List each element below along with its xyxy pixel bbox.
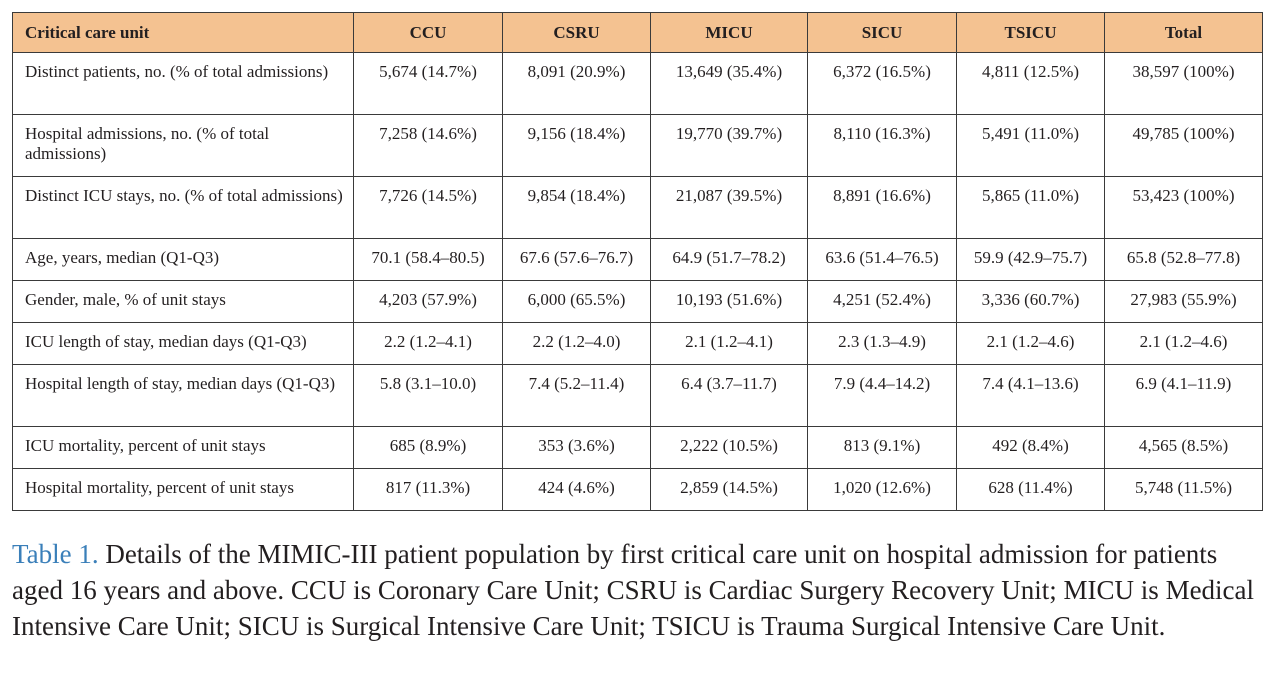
table-caption: Table 1. Details of the MIMIC-III patien… <box>12 536 1268 644</box>
column-header: MICU <box>650 12 808 53</box>
table-row: Age, years, median (Q1-Q3) 70.1 (58.4–80… <box>12 238 1263 281</box>
table-cell: 8,091 (20.9%) <box>502 52 651 115</box>
header-row: Critical care unit CCU CSRU MICU SICU TS… <box>12 12 1263 53</box>
table-cell: 5.8 (3.1–10.0) <box>353 364 503 427</box>
table-cell: 2,222 (10.5%) <box>650 426 808 469</box>
table-cell: 5,674 (14.7%) <box>353 52 503 115</box>
table-cell: 5,865 (11.0%) <box>956 176 1105 239</box>
table-row: Gender, male, % of unit stays 4,203 (57.… <box>12 280 1263 323</box>
row-label: Hospital length of stay, median days (Q1… <box>12 364 354 427</box>
table-cell: 2.1 (1.2–4.6) <box>956 322 1105 365</box>
table-cell: 4,565 (8.5%) <box>1104 426 1263 469</box>
table-row: Hospital mortality, percent of unit stay… <box>12 468 1263 511</box>
table-cell: 38,597 (100%) <box>1104 52 1263 115</box>
table-cell: 2.1 (1.2–4.6) <box>1104 322 1263 365</box>
table-cell: 65.8 (52.8–77.8) <box>1104 238 1263 281</box>
table-cell: 21,087 (39.5%) <box>650 176 808 239</box>
table-row: ICU length of stay, median days (Q1-Q3) … <box>12 322 1263 365</box>
table-cell: 49,785 (100%) <box>1104 114 1263 177</box>
table-row: Distinct patients, no. (% of total admis… <box>12 52 1263 115</box>
table-cell: 5,748 (11.5%) <box>1104 468 1263 511</box>
table-cell: 628 (11.4%) <box>956 468 1105 511</box>
table-cell: 7.4 (4.1–13.6) <box>956 364 1105 427</box>
table-cell: 3,336 (60.7%) <box>956 280 1105 323</box>
table-cell: 492 (8.4%) <box>956 426 1105 469</box>
table-cell: 7,258 (14.6%) <box>353 114 503 177</box>
data-table: Critical care unit CCU CSRU MICU SICU TS… <box>12 12 1263 511</box>
table-cell: 424 (4.6%) <box>502 468 651 511</box>
table-cell: 59.9 (42.9–75.7) <box>956 238 1105 281</box>
table-cell: 2,859 (14.5%) <box>650 468 808 511</box>
row-label: ICU length of stay, median days (Q1-Q3) <box>12 322 354 365</box>
table-cell: 7.4 (5.2–11.4) <box>502 364 651 427</box>
table-row: Hospital admissions, no. (% of total adm… <box>12 114 1263 177</box>
column-header: Total <box>1104 12 1263 53</box>
table-cell: 19,770 (39.7%) <box>650 114 808 177</box>
table-cell: 2.2 (1.2–4.1) <box>353 322 503 365</box>
row-label: Distinct patients, no. (% of total admis… <box>12 52 354 115</box>
table-cell: 6,372 (16.5%) <box>807 52 957 115</box>
table-cell: 67.6 (57.6–76.7) <box>502 238 651 281</box>
table-cell: 6.4 (3.7–11.7) <box>650 364 808 427</box>
table-cell: 5,491 (11.0%) <box>956 114 1105 177</box>
caption-text: Details of the MIMIC-III patient populat… <box>12 539 1255 641</box>
table-cell: 813 (9.1%) <box>807 426 957 469</box>
table-cell: 685 (8.9%) <box>353 426 503 469</box>
table-cell: 817 (11.3%) <box>353 468 503 511</box>
table-container: Critical care unit CCU CSRU MICU SICU TS… <box>12 12 1263 511</box>
table-cell: 64.9 (51.7–78.2) <box>650 238 808 281</box>
table-row: Distinct ICU stays, no. (% of total admi… <box>12 176 1263 239</box>
table-cell: 2.1 (1.2–4.1) <box>650 322 808 365</box>
table-cell: 353 (3.6%) <box>502 426 651 469</box>
column-header: TSICU <box>956 12 1105 53</box>
column-header: CSRU <box>502 12 651 53</box>
table-cell: 10,193 (51.6%) <box>650 280 808 323</box>
table-cell: 13,649 (35.4%) <box>650 52 808 115</box>
table-cell: 8,110 (16.3%) <box>807 114 957 177</box>
table-cell: 9,854 (18.4%) <box>502 176 651 239</box>
table-row: Hospital length of stay, median days (Q1… <box>12 364 1263 427</box>
column-header: SICU <box>807 12 957 53</box>
table-cell: 6.9 (4.1–11.9) <box>1104 364 1263 427</box>
row-label: Distinct ICU stays, no. (% of total admi… <box>12 176 354 239</box>
row-label: Hospital admissions, no. (% of total adm… <box>12 114 354 177</box>
column-header: CCU <box>353 12 503 53</box>
table-cell: 4,251 (52.4%) <box>807 280 957 323</box>
row-label: Age, years, median (Q1-Q3) <box>12 238 354 281</box>
row-label: ICU mortality, percent of unit stays <box>12 426 354 469</box>
table-cell: 27,983 (55.9%) <box>1104 280 1263 323</box>
table-cell: 6,000 (65.5%) <box>502 280 651 323</box>
table-cell: 4,203 (57.9%) <box>353 280 503 323</box>
table-cell: 8,891 (16.6%) <box>807 176 957 239</box>
table-row: ICU mortality, percent of unit stays 685… <box>12 426 1263 469</box>
table-cell: 1,020 (12.6%) <box>807 468 957 511</box>
row-label: Gender, male, % of unit stays <box>12 280 354 323</box>
row-label: Hospital mortality, percent of unit stay… <box>12 468 354 511</box>
table-cell: 2.3 (1.3–4.9) <box>807 322 957 365</box>
table-cell: 7,726 (14.5%) <box>353 176 503 239</box>
table-cell: 9,156 (18.4%) <box>502 114 651 177</box>
caption-label: Table 1. <box>12 539 99 569</box>
table-cell: 70.1 (58.4–80.5) <box>353 238 503 281</box>
table-cell: 63.6 (51.4–76.5) <box>807 238 957 281</box>
table-cell: 7.9 (4.4–14.2) <box>807 364 957 427</box>
table-cell: 4,811 (12.5%) <box>956 52 1105 115</box>
table-cell: 53,423 (100%) <box>1104 176 1263 239</box>
table-cell: 2.2 (1.2–4.0) <box>502 322 651 365</box>
column-header: Critical care unit <box>12 12 354 53</box>
